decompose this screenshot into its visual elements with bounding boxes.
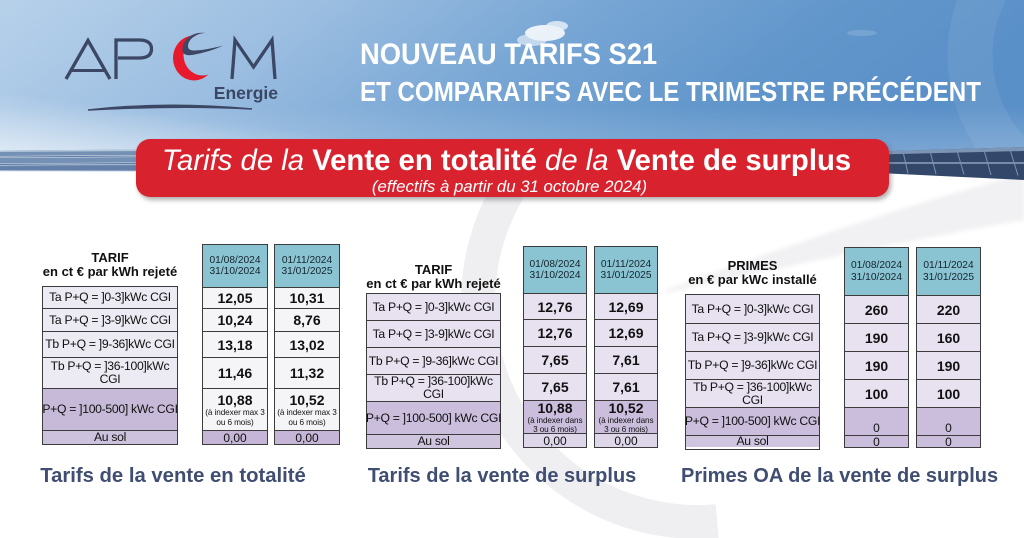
- svg-text:Energie: Energie: [214, 83, 278, 103]
